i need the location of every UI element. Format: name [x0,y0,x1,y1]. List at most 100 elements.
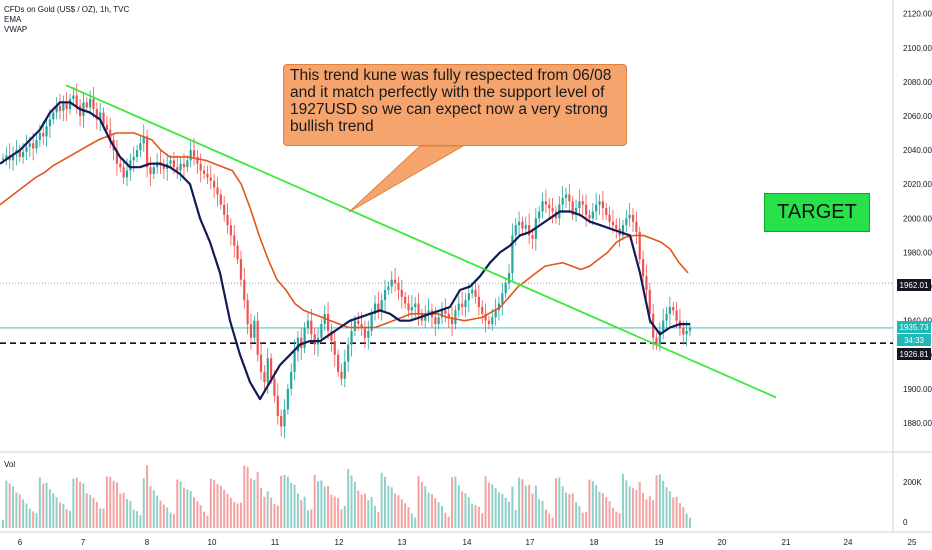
candle-body [28,143,31,147]
candle-body [387,286,390,290]
volume-bar [260,488,263,528]
volume-bar [357,490,360,528]
candle-body [672,307,675,311]
candle-body [142,136,145,144]
volume-bar [487,482,490,528]
candle-body [347,344,350,362]
candle-body [52,112,55,120]
volume-bar [159,500,162,528]
volume-bar [115,482,118,528]
volume-bar [310,509,313,528]
candle-body [410,307,413,311]
volume-bar [179,481,182,528]
candle-body [125,170,129,178]
volume-bar [672,497,675,528]
volume-bar [189,490,192,528]
volume-bar [85,493,88,528]
candle-body [68,98,72,110]
volume-bar [136,511,139,528]
candle-body [326,313,330,331]
candle-body [350,330,353,345]
candle-body [648,289,651,314]
candle-body [598,201,601,205]
volume-bar [434,498,437,528]
candle-body [239,259,243,280]
candle-body [290,371,293,389]
volume-bar [129,500,132,528]
candle-body [196,156,199,164]
candle-body [561,197,564,205]
candle-body [581,201,584,205]
candle-body [236,245,239,260]
candle-body [383,289,387,301]
candle-body [404,296,407,304]
candle-body [233,235,236,246]
volume-bar [256,472,259,528]
volume-bar [42,483,45,528]
candle-body [608,214,611,222]
target-box[interactable]: TARGET [764,193,870,232]
candle-body [276,395,279,417]
volume-bar [196,501,199,528]
volume-bar [417,475,420,528]
candle-body [229,225,232,236]
volume-bar [548,513,551,528]
candle-body [437,317,440,325]
volume-bar [494,488,497,528]
volume-bar [648,496,651,528]
volume-bar [635,489,638,528]
volume-bar [317,481,320,528]
annotation-callout[interactable]: This trend kune was fully respected from… [283,64,627,146]
candle-body [310,320,313,335]
candle-body [320,324,323,338]
candle-body [517,221,521,226]
x-tick-label: 8 [145,538,150,547]
volume-bar [132,509,135,528]
candle-body [444,310,447,314]
volume-bar [544,509,547,528]
candle-body [89,98,92,108]
volume-bar [387,485,390,528]
x-tick-label: 13 [398,538,407,547]
volume-bar [102,508,105,528]
volume-bar [313,474,316,528]
volume-bar [668,491,671,528]
volume-bar [300,499,303,528]
x-tick-label: 14 [463,538,472,547]
price-tag-level: 1962.01 [897,279,931,291]
volume-bar [226,493,229,528]
volume-bar [239,502,242,528]
volume-bar [571,493,574,528]
volume-bar [286,476,289,528]
candle-body [129,160,132,171]
volume-bar [454,476,457,528]
candle-body [511,235,514,273]
candle-body [92,98,95,110]
candle-body [635,221,638,232]
candle-body [487,320,491,325]
volume-bar [82,483,85,528]
candle-body [450,317,454,325]
volume-bar [394,493,397,528]
candle-body [367,330,370,338]
volume-bar [122,492,125,528]
volume-bar [568,494,571,528]
candle-body [414,303,417,308]
volume-bar [521,479,524,528]
ema-line [0,132,689,329]
candle-body [78,105,82,116]
volume-bar [581,512,584,528]
candle-body [574,208,578,215]
volume-bar [48,489,51,528]
candle-body [45,126,48,137]
y-tick-label: 1880.00 [903,419,932,428]
volume-bar [12,486,15,528]
volume-bar [347,469,350,528]
volume-bar [149,486,152,528]
candle-body [685,330,688,335]
volume-bar [15,492,18,528]
volume-bar [477,506,480,528]
volume-bar [360,494,363,528]
x-tick-label: 25 [908,538,917,547]
